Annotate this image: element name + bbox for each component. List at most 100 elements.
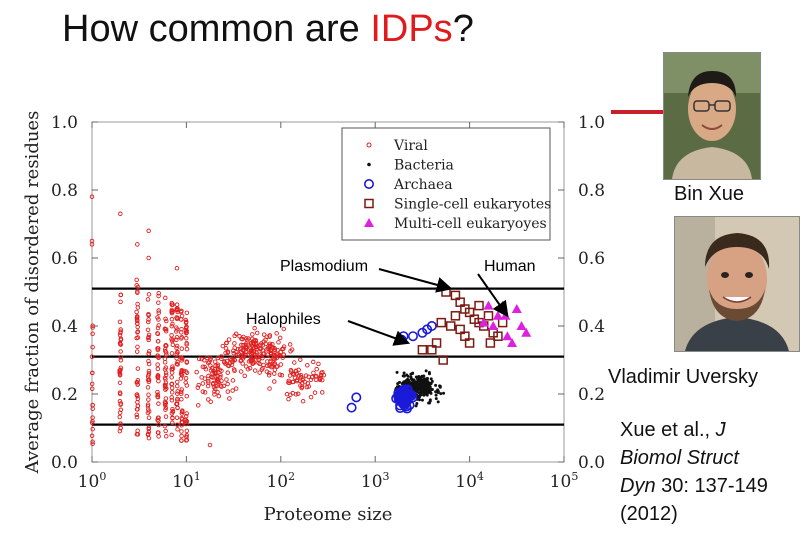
viral-point — [256, 357, 262, 362]
viral-point — [179, 422, 184, 428]
accent-divider — [611, 110, 667, 114]
viral-point — [169, 302, 175, 308]
viral-point — [145, 385, 151, 390]
viral-point — [174, 401, 180, 407]
viral-point — [213, 363, 218, 369]
viral-point — [174, 356, 179, 361]
viral-point — [223, 346, 229, 351]
bacteria-point — [395, 370, 399, 374]
vladimir-uversky-photo — [674, 216, 800, 352]
legend-box — [341, 127, 551, 241]
archaea-point — [404, 390, 415, 401]
viral-point — [265, 359, 270, 364]
annotation-arrow — [477, 273, 509, 318]
viral-point — [145, 410, 151, 416]
viral-point — [242, 373, 247, 379]
y-tick-label-right: 0.0 — [578, 453, 605, 473]
viral-point — [200, 381, 206, 386]
viral-point — [134, 277, 139, 283]
viral-point — [145, 404, 151, 409]
title-main: How common are — [62, 8, 371, 50]
viral-point — [90, 344, 95, 350]
viral-point — [169, 316, 175, 322]
viral-point — [118, 211, 123, 217]
viral-point — [135, 321, 140, 326]
viral-point — [118, 292, 123, 298]
citation-authors: Xue et al., — [620, 419, 711, 441]
viral-point — [118, 358, 124, 363]
viral-point — [179, 429, 184, 434]
viral-point — [118, 401, 124, 406]
viral-point — [310, 374, 315, 380]
viral-point — [178, 389, 184, 395]
single-cell-eukaryote-point — [485, 338, 496, 348]
citation-journal-1: J — [715, 419, 726, 441]
viral-point — [183, 319, 189, 325]
viral-point — [183, 335, 189, 341]
viral-point — [196, 382, 201, 388]
viral-point — [183, 326, 189, 331]
viral-point — [203, 366, 209, 372]
viral-point — [259, 341, 264, 346]
bacteria-point — [427, 370, 431, 374]
bacteria-point — [417, 382, 421, 386]
viral-point — [169, 375, 174, 380]
single-cell-eukaryote-point — [483, 311, 494, 321]
annotation-arrow — [347, 320, 411, 346]
bacteria-point — [407, 378, 411, 382]
annotation-label: Halophiles — [246, 311, 321, 328]
title-end: ? — [452, 8, 474, 50]
viral-point — [155, 430, 161, 435]
viral-point — [89, 242, 95, 247]
viral-point — [225, 370, 230, 375]
viral-point — [278, 362, 284, 367]
viral-point — [179, 358, 185, 363]
bacteria-point — [439, 392, 443, 396]
viral-point — [297, 357, 303, 362]
viral-point — [170, 364, 175, 369]
bacteria-point — [425, 384, 429, 388]
viral-point — [215, 355, 221, 361]
bacteria-point — [396, 382, 400, 386]
viral-point — [272, 371, 277, 376]
viral-point — [135, 366, 141, 371]
bacteria-point — [422, 383, 426, 387]
viral-point — [184, 359, 190, 364]
viral-point — [175, 315, 180, 321]
viral-point — [271, 352, 276, 357]
archaea-point — [402, 403, 413, 414]
viral-point — [155, 339, 161, 344]
viral-point — [163, 434, 169, 439]
viral-point — [146, 426, 151, 432]
viral-point — [145, 374, 151, 380]
axis-labels: 0.0 0.0 0.2 0.2 0.4 0.4 0.6 0.6 0.8 0.8 1.0 1.0 100 1… — [22, 111, 605, 525]
viral-point — [89, 381, 95, 387]
viral-point — [117, 372, 123, 378]
viral-point — [183, 419, 189, 425]
viral-point — [118, 365, 124, 371]
reference-lines — [92, 287, 564, 426]
viral-point — [146, 292, 152, 297]
viral-point — [250, 332, 255, 337]
viral-point — [292, 360, 297, 365]
viral-point — [202, 358, 207, 363]
viral-point — [224, 340, 229, 346]
viral-point — [206, 378, 211, 384]
viral-point — [169, 390, 175, 395]
viral-point — [89, 354, 95, 359]
citation-year: (2012) — [620, 503, 678, 525]
viral-point — [169, 323, 175, 329]
viral-point — [135, 344, 140, 350]
chart-legend: Viral Bacteria Archaea Single-cell eukaryot… — [341, 127, 551, 241]
viral-point — [257, 370, 262, 375]
viral-point — [179, 416, 184, 421]
bacteria-point — [409, 375, 413, 379]
viral-point — [267, 334, 272, 339]
viral-point — [230, 378, 236, 383]
viral-point — [146, 351, 152, 357]
viral-point — [145, 297, 151, 302]
viral-point — [218, 372, 223, 378]
viral-point — [305, 363, 310, 368]
viral-point — [233, 386, 239, 391]
multi-cell-eukaryote-point — [516, 321, 527, 330]
